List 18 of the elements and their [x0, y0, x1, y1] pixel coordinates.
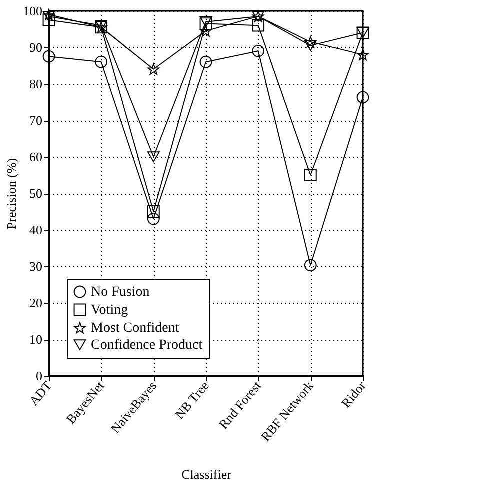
legend-label: Confidence Product [91, 338, 203, 353]
y-tick-label: 50 [30, 186, 42, 201]
y-tick-label: 80 [30, 76, 42, 92]
y-tick-label: 60 [30, 150, 42, 164]
y-tick-label: 70 [30, 113, 42, 128]
y-tick-label: 0 [36, 368, 42, 384]
legend-label: Most Confident [91, 321, 180, 336]
x-tick-label: NB Tree [172, 378, 212, 422]
x-axis-title: Classifier [182, 467, 232, 482]
y-tick-label: 40 [30, 222, 42, 238]
y-tick-label: 10 [30, 332, 42, 347]
y-tick-label: 30 [30, 259, 42, 274]
y-tick-label: 100 [23, 4, 42, 18]
legend-label: Voting [91, 303, 128, 318]
legend-label: No Fusion [91, 285, 150, 300]
y-tick-label: 20 [30, 296, 42, 310]
y-tick-label: 90 [30, 40, 42, 55]
y-axis-title: Precision (%) [4, 158, 19, 230]
